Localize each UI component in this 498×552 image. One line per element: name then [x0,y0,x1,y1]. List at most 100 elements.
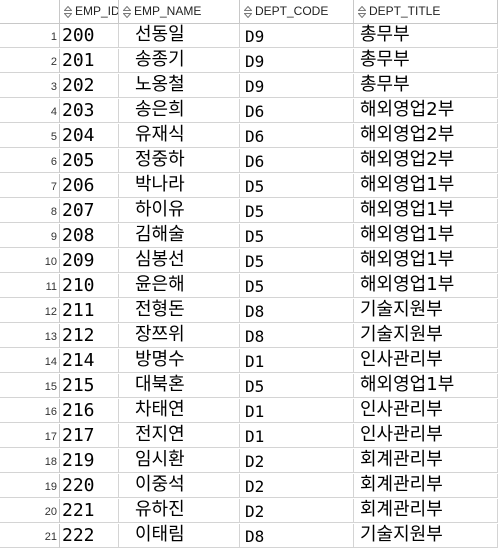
dept-code-cell[interactable]: D5 [240,224,354,248]
dept-title-cell[interactable]: 총무부 [354,24,498,48]
row-number-cell[interactable]: 12 [0,299,60,323]
row-number-cell[interactable]: 9 [0,224,60,248]
emp-name-cell[interactable]: 차태연 [119,399,240,423]
emp-id-cell[interactable]: 203 [60,99,119,123]
table-row[interactable]: 3 202 노옹철 D9 총무부 [0,74,498,98]
dept-title-cell[interactable]: 해외영업1부 [354,199,498,223]
emp-name-cell[interactable]: 송종기 [119,49,240,73]
dept-title-cell[interactable]: 회계관리부 [354,499,498,523]
table-row[interactable]: 4 203 송은희 D6 해외영업2부 [0,99,498,123]
emp-id-cell[interactable]: 209 [60,249,119,273]
dept-title-cell[interactable]: 해외영업2부 [354,149,498,173]
table-row[interactable]: 14 214 방명수 D1 인사관리부 [0,349,498,373]
dept-title-cell[interactable]: 해외영업2부 [354,124,498,148]
dept-title-cell[interactable]: 기술지원부 [354,524,498,548]
dept-code-cell[interactable]: D5 [240,374,354,398]
emp-id-cell[interactable]: 220 [60,474,119,498]
dept-title-cell[interactable]: 인사관리부 [354,349,498,373]
emp-name-cell[interactable]: 김해술 [119,224,240,248]
row-number-cell[interactable]: 10 [0,249,60,273]
emp-id-cell[interactable]: 221 [60,499,119,523]
row-number-cell[interactable]: 6 [0,149,60,173]
dept-title-cell[interactable]: 기술지원부 [354,324,498,348]
row-number-cell[interactable]: 19 [0,474,60,498]
dept-title-cell[interactable]: 기술지원부 [354,299,498,323]
dept-title-cell[interactable]: 총무부 [354,74,498,98]
sort-arrows-icon[interactable] [244,5,252,18]
emp-id-cell[interactable]: 211 [60,299,119,323]
row-number-cell[interactable]: 5 [0,124,60,148]
dept-code-cell[interactable]: D6 [240,99,354,123]
dept-code-cell[interactable]: D2 [240,449,354,473]
emp-name-cell[interactable]: 이중석 [119,474,240,498]
emp-name-cell[interactable]: 임시환 [119,449,240,473]
dept-code-cell[interactable]: D5 [240,249,354,273]
emp-name-cell[interactable]: 유재식 [119,124,240,148]
dept-code-cell[interactable]: D2 [240,474,354,498]
dept-code-cell[interactable]: D5 [240,199,354,223]
row-number-cell[interactable]: 3 [0,74,60,98]
dept-title-cell[interactable]: 인사관리부 [354,399,498,423]
column-header-emp-name[interactable]: EMP_NAME [119,0,240,24]
table-row[interactable]: 10 209 심봉선 D5 해외영업1부 [0,249,498,273]
dept-code-cell[interactable]: D5 [240,174,354,198]
table-row[interactable]: 7 206 박나라 D5 해외영업1부 [0,174,498,198]
dept-code-cell[interactable]: D6 [240,149,354,173]
dept-title-cell[interactable]: 해외영업2부 [354,99,498,123]
row-number-cell[interactable]: 14 [0,349,60,373]
table-row[interactable]: 15 215 대북혼 D5 해외영업1부 [0,374,498,398]
sort-arrows-icon[interactable] [358,5,366,18]
dept-title-cell[interactable]: 회계관리부 [354,474,498,498]
emp-id-cell[interactable]: 210 [60,274,119,298]
dept-code-cell[interactable]: D6 [240,124,354,148]
emp-name-cell[interactable]: 유하진 [119,499,240,523]
column-header-dept-title[interactable]: DEPT_TITLE [354,0,498,24]
row-number-cell[interactable]: 8 [0,199,60,223]
table-row[interactable]: 12 211 전형돈 D8 기술지원부 [0,299,498,323]
emp-name-cell[interactable]: 대북혼 [119,374,240,398]
dept-code-cell[interactable]: D5 [240,274,354,298]
table-row[interactable]: 13 212 장쯔위 D8 기술지원부 [0,324,498,348]
table-row[interactable]: 18 219 임시환 D2 회계관리부 [0,449,498,473]
dept-code-cell[interactable]: D9 [240,24,354,48]
table-row[interactable]: 5 204 유재식 D6 해외영업2부 [0,124,498,148]
emp-id-cell[interactable]: 216 [60,399,119,423]
emp-id-cell[interactable]: 212 [60,324,119,348]
emp-id-cell[interactable]: 219 [60,449,119,473]
dept-title-cell[interactable]: 해외영업1부 [354,274,498,298]
row-number-cell[interactable]: 15 [0,374,60,398]
dept-code-cell[interactable]: D1 [240,399,354,423]
table-row[interactable]: 9 208 김해술 D5 해외영업1부 [0,224,498,248]
sort-arrows-icon[interactable] [123,5,131,18]
row-number-cell[interactable]: 18 [0,449,60,473]
row-number-cell[interactable]: 11 [0,274,60,298]
emp-name-cell[interactable]: 전지연 [119,424,240,448]
dept-code-cell[interactable]: D8 [240,524,354,548]
emp-id-cell[interactable]: 206 [60,174,119,198]
dept-code-cell[interactable]: D9 [240,49,354,73]
emp-name-cell[interactable]: 이태림 [119,524,240,548]
table-row[interactable]: 16 216 차태연 D1 인사관리부 [0,399,498,423]
row-number-cell[interactable]: 13 [0,324,60,348]
row-number-cell[interactable]: 7 [0,174,60,198]
dept-title-cell[interactable]: 해외영업1부 [354,249,498,273]
emp-name-cell[interactable]: 심봉선 [119,249,240,273]
emp-name-cell[interactable]: 전형돈 [119,299,240,323]
row-number-cell[interactable]: 17 [0,424,60,448]
emp-name-cell[interactable]: 선동일 [119,24,240,48]
emp-id-cell[interactable]: 200 [60,24,119,48]
dept-title-cell[interactable]: 인사관리부 [354,424,498,448]
table-row[interactable]: 6 205 정중하 D6 해외영업2부 [0,149,498,173]
dept-title-cell[interactable]: 회계관리부 [354,449,498,473]
table-row[interactable]: 8 207 하이유 D5 해외영업1부 [0,199,498,223]
dept-code-cell[interactable]: D1 [240,424,354,448]
table-row[interactable]: 2 201 송종기 D9 총무부 [0,49,498,73]
emp-name-cell[interactable]: 하이유 [119,199,240,223]
row-number-cell[interactable]: 4 [0,99,60,123]
row-number-cell[interactable]: 1 [0,24,60,48]
sort-arrows-icon[interactable] [64,5,72,18]
table-row[interactable]: 20 221 유하진 D2 회계관리부 [0,499,498,523]
table-row[interactable]: 1 200 선동일 D9 총무부 [0,24,498,48]
dept-title-cell[interactable]: 해외영업1부 [354,374,498,398]
emp-id-cell[interactable]: 215 [60,374,119,398]
